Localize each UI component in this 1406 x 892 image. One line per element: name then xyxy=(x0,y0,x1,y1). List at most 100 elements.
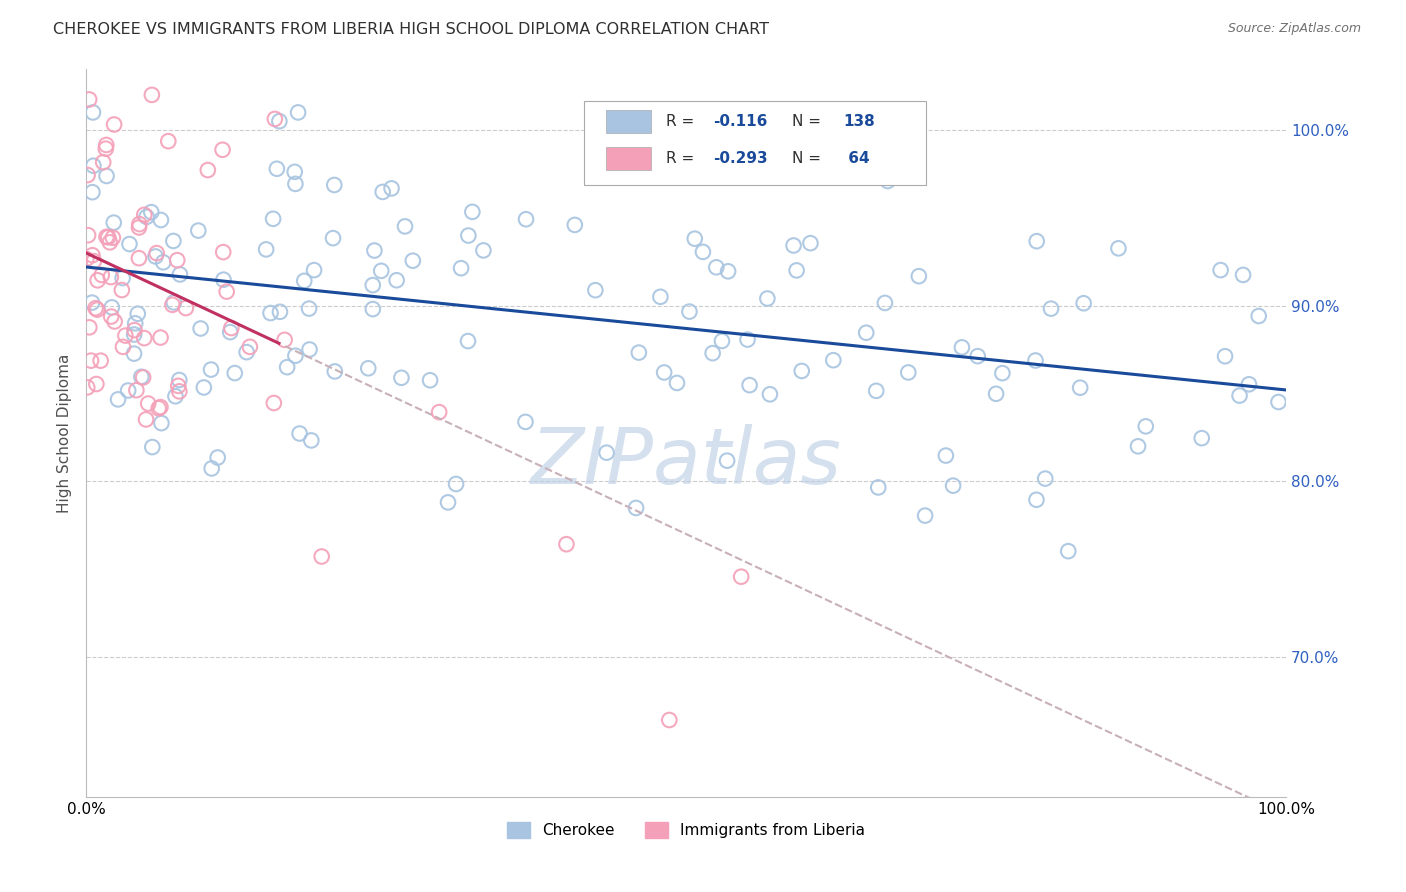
Point xyxy=(683,232,706,246)
Point xyxy=(141,87,163,102)
Point xyxy=(1237,377,1260,392)
Point xyxy=(169,268,191,282)
Point xyxy=(437,495,460,509)
Point xyxy=(370,264,392,278)
Point xyxy=(897,366,920,380)
Point xyxy=(402,253,425,268)
Point xyxy=(950,340,973,354)
Point xyxy=(94,142,117,156)
Point xyxy=(692,244,714,259)
Point xyxy=(167,379,190,393)
Point xyxy=(284,165,307,179)
Point xyxy=(254,243,277,257)
Point xyxy=(457,228,479,243)
Point xyxy=(1024,353,1046,368)
Point xyxy=(91,155,114,169)
Point xyxy=(914,508,936,523)
Point xyxy=(658,713,681,727)
Point xyxy=(219,325,242,339)
Point xyxy=(555,537,578,551)
Point xyxy=(114,328,136,343)
Point xyxy=(221,321,243,335)
Point xyxy=(627,345,650,359)
Point xyxy=(371,185,394,199)
Point xyxy=(269,305,291,319)
Point xyxy=(124,323,146,337)
Point xyxy=(166,253,188,268)
Point xyxy=(427,405,450,419)
Point xyxy=(117,384,139,398)
Point xyxy=(583,283,606,297)
Text: R =: R = xyxy=(665,114,699,129)
Point xyxy=(263,396,285,410)
Text: Source: ZipAtlas.com: Source: ZipAtlas.com xyxy=(1227,22,1361,36)
Point xyxy=(624,500,647,515)
Point xyxy=(865,384,887,398)
Point xyxy=(162,234,184,248)
Text: -0.116: -0.116 xyxy=(714,114,768,129)
Text: -0.293: -0.293 xyxy=(714,151,768,166)
Point xyxy=(322,231,344,245)
Point xyxy=(984,386,1007,401)
Point xyxy=(288,426,311,441)
Point xyxy=(419,373,441,387)
Point xyxy=(1107,241,1129,255)
Point xyxy=(991,366,1014,380)
Point xyxy=(149,213,172,227)
Point xyxy=(786,263,808,277)
Point xyxy=(101,230,124,244)
Point xyxy=(790,364,813,378)
Point xyxy=(1040,301,1063,316)
Point xyxy=(190,321,212,335)
Point xyxy=(357,361,380,376)
Point xyxy=(298,343,321,357)
Point xyxy=(394,219,416,234)
Point xyxy=(224,366,246,380)
Point xyxy=(385,273,408,287)
Point xyxy=(756,292,779,306)
Point xyxy=(942,478,965,492)
Text: 64: 64 xyxy=(844,151,870,166)
Point xyxy=(145,246,167,260)
Point xyxy=(363,244,385,258)
Point xyxy=(86,273,108,287)
Point xyxy=(77,228,100,243)
FancyBboxPatch shape xyxy=(583,102,927,186)
Point xyxy=(96,230,118,244)
Point xyxy=(302,263,325,277)
Point xyxy=(1135,419,1157,434)
Point xyxy=(450,261,472,276)
Point xyxy=(782,238,804,252)
Legend: Cherokee, Immigrants from Liberia: Cherokee, Immigrants from Liberia xyxy=(501,816,872,845)
Point xyxy=(323,364,346,378)
Point xyxy=(262,211,284,226)
Point xyxy=(737,333,759,347)
Point xyxy=(730,570,752,584)
Point xyxy=(1069,381,1091,395)
Point xyxy=(855,326,877,340)
Point xyxy=(444,477,467,491)
Point xyxy=(1232,268,1254,282)
Text: CHEROKEE VS IMMIGRANTS FROM LIBERIA HIGH SCHOOL DIPLOMA CORRELATION CHART: CHEROKEE VS IMMIGRANTS FROM LIBERIA HIGH… xyxy=(53,22,769,37)
Point xyxy=(100,310,122,324)
Point xyxy=(149,330,172,344)
Point xyxy=(717,264,740,278)
Point xyxy=(96,169,118,183)
Point xyxy=(704,260,727,275)
Point xyxy=(111,283,134,297)
Point xyxy=(652,366,675,380)
Point xyxy=(287,105,309,120)
Point xyxy=(128,251,150,265)
Point xyxy=(1025,234,1047,248)
Text: R =: R = xyxy=(665,151,699,166)
Point xyxy=(298,301,321,316)
Point xyxy=(868,480,890,494)
Point xyxy=(82,185,104,199)
Point xyxy=(145,249,167,263)
Point xyxy=(82,159,104,173)
Point xyxy=(201,461,224,475)
Point xyxy=(1073,296,1095,310)
Point xyxy=(273,333,295,347)
Point xyxy=(678,304,700,318)
Point xyxy=(193,380,215,394)
